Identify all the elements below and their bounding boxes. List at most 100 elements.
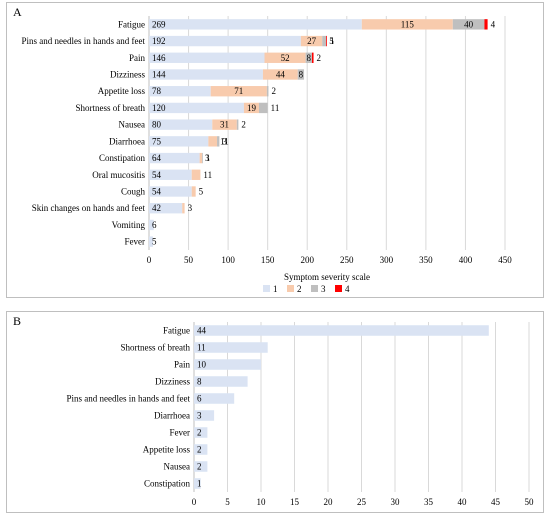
panel-label: A (13, 5, 22, 19)
bar-segment (262, 69, 298, 80)
bar-segment (361, 19, 453, 30)
bar-segment (236, 119, 239, 130)
category-label: Oral mucositis (92, 170, 145, 180)
bar-segment (191, 169, 201, 180)
bar-segment (326, 35, 327, 47)
x-tick-label: 10 (257, 497, 267, 507)
category-label: Appetite loss (143, 445, 191, 455)
data-label: 146 (152, 53, 166, 63)
bar-segment (182, 203, 185, 214)
category-label: Shortness of breath (121, 343, 191, 353)
bar-segment (149, 236, 153, 247)
bar-segment (149, 136, 209, 147)
x-tick-label: 50 (184, 255, 194, 265)
x-tick-label: 40 (458, 497, 468, 507)
legend-swatch (311, 285, 318, 292)
bar-segment (149, 86, 211, 97)
legend-swatch (263, 285, 270, 292)
category-label: Appetite loss (98, 86, 146, 96)
bar-segment (149, 102, 244, 114)
data-label: 11 (220, 136, 229, 146)
data-label: 71 (234, 86, 243, 96)
data-label: 120 (152, 103, 166, 113)
category-label: Fatigue (118, 19, 145, 29)
data-label: 5 (329, 36, 334, 46)
bar-segment (297, 69, 305, 80)
x-tick-label: 300 (380, 255, 394, 265)
bar-segment (194, 393, 235, 404)
bar-chart: 0 5 10 15 20 25 30 35 40 45 50 Fatigue 44 Shortness o… (67, 322, 534, 507)
data-label: 1 (197, 479, 202, 489)
legend-label: 1 (273, 284, 278, 294)
x-tick-label: 35 (424, 497, 434, 507)
category-label: Constipation (99, 153, 146, 163)
data-label: 19 (247, 103, 257, 113)
data-label: 10 (197, 360, 207, 370)
data-label: 75 (152, 136, 162, 146)
x-tick-label: 25 (357, 497, 367, 507)
data-label: 4 (491, 19, 496, 29)
x-tick-label: 150 (261, 255, 275, 265)
bar-segment (199, 152, 203, 164)
bar-segment (300, 35, 323, 47)
data-label: 2 (197, 462, 202, 472)
data-label: 144 (152, 70, 166, 80)
x-tick-label: 200 (300, 255, 314, 265)
bar-segment (191, 186, 196, 197)
bar-segment (194, 325, 489, 336)
bar-segment (149, 35, 301, 47)
data-label: 3 (197, 411, 202, 421)
data-label: 269 (152, 19, 166, 29)
category-label: Fever (125, 237, 146, 247)
data-label: 8 (299, 70, 304, 80)
chart-panel-a: A 0 50 100 150 200 250 300 350 400 450 Fatigue 269 1… (6, 2, 544, 298)
data-label: 1 (206, 153, 211, 163)
legend-swatch (335, 285, 342, 292)
x-tick-label: 30 (391, 497, 401, 507)
bar-segment (149, 152, 200, 164)
data-label: 3 (222, 136, 227, 146)
bar-segment (208, 136, 218, 147)
data-label: 1 (330, 36, 335, 46)
data-label: 40 (464, 19, 474, 29)
category-label: Skin changes on hands and feet (32, 203, 146, 213)
data-label: 78 (152, 86, 162, 96)
legend-label: 2 (297, 284, 302, 294)
category-label: Diarrhoea (109, 136, 145, 146)
data-label: 2 (317, 53, 322, 63)
legend-label: 4 (345, 284, 350, 294)
data-label: 44 (276, 70, 286, 80)
data-label: 11 (203, 170, 212, 180)
category-label: Diarrhoea (154, 411, 190, 421)
x-tick-label: 250 (340, 255, 354, 265)
bar-segment (149, 186, 192, 197)
category-label: Dizziness (110, 70, 145, 80)
data-label: 3 (188, 203, 193, 213)
data-label: 54 (152, 187, 162, 197)
bar-segment (194, 478, 201, 489)
bar-segment (149, 19, 362, 30)
bar-segment (194, 342, 268, 353)
bar-segment (266, 86, 269, 97)
category-label: Constipation (144, 479, 191, 489)
bar-segment (194, 444, 208, 455)
category-label: Cough (121, 187, 146, 197)
data-label: 64 (152, 153, 162, 163)
x-tick-label: 400 (459, 255, 473, 265)
legend-label: 3 (321, 284, 326, 294)
category-label: Pins and needles in hands and feet (22, 36, 146, 46)
bar-segment (217, 136, 220, 147)
data-label: 44 (197, 326, 207, 336)
bar-segment (212, 119, 237, 130)
bar-segment (484, 19, 488, 30)
x-tick-label: 45 (491, 497, 501, 507)
data-label: 52 (281, 53, 290, 63)
bar-segment (194, 410, 215, 421)
bar-segment (149, 52, 265, 63)
data-label: 42 (152, 203, 161, 213)
x-tick-label: 450 (498, 255, 512, 265)
bar-segment (194, 376, 248, 387)
category-label: Fever (170, 428, 191, 438)
bar-segment (149, 169, 192, 180)
bar-segment (194, 427, 208, 438)
